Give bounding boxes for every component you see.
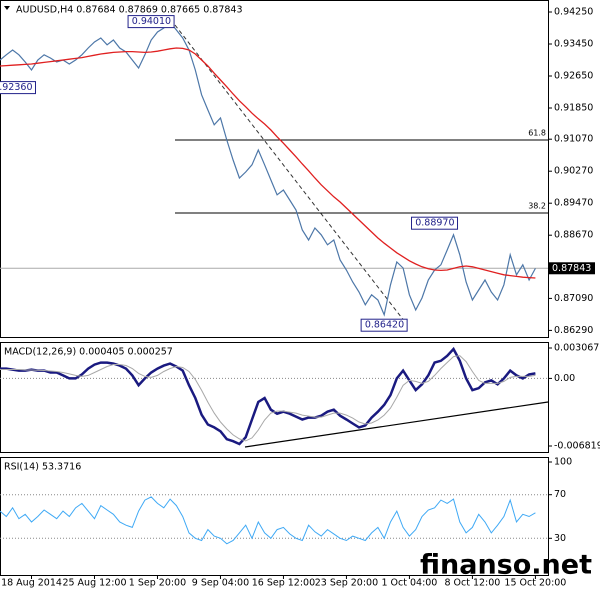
price-box-label: 0.92360: [0, 82, 32, 93]
y-tick-label: 70: [554, 489, 566, 500]
price-box: [411, 216, 459, 230]
x-tick-label: 16 Sep 12:00: [252, 578, 315, 589]
fibo-label: 61.8: [528, 129, 546, 138]
rsi-panel: [0, 457, 549, 576]
series-line: [0, 21, 536, 317]
x-tick-label: 1 Sep 20:00: [129, 578, 186, 589]
menu-arrow: [4, 6, 10, 10]
y-tick-label: 0.87090: [554, 293, 593, 304]
y-tick-label: 0.91850: [554, 103, 593, 114]
current-price-label: 0.87843: [552, 263, 591, 274]
x-tick-label: 25 Aug 12:00: [62, 578, 126, 589]
y-tick-label: 0.94250: [554, 7, 593, 18]
y-tick-label: 0.93450: [554, 39, 593, 50]
y-tick-label: 0.90270: [554, 166, 593, 177]
macd-trend-line: [244, 401, 549, 448]
series-line: [0, 47, 536, 279]
panel-title: RSI(14) 53.3716: [4, 462, 81, 473]
y-tick-label: 0.92650: [554, 71, 593, 82]
trend-line: [174, 24, 406, 323]
x-tick-label: 1 Oct 04:00: [381, 578, 437, 589]
x-tick-label: 15 Oct 20:00: [504, 578, 566, 589]
fibo-label: 38.2: [528, 202, 546, 211]
price-box-label: 0.88970: [415, 218, 454, 229]
price-box: [360, 318, 408, 332]
macd-panel: [0, 342, 549, 453]
price-box: [0, 81, 36, 95]
price-box-label: 0.86420: [365, 320, 404, 331]
series-line: [0, 346, 536, 446]
price-panel: [0, 0, 549, 338]
y-tick-label: 0.89470: [554, 198, 593, 209]
y-tick-label: 30: [554, 533, 566, 544]
price-box: [127, 15, 175, 29]
y-tick-label: -0.006819: [554, 441, 600, 452]
x-tick-label: 9 Sep 04:00: [192, 578, 249, 589]
panel-title: AUDUSD,H4 0.87684 0.87869 0.87665 0.8784…: [16, 5, 243, 16]
y-tick-label: 100: [554, 457, 572, 468]
y-tick-label: 0.88670: [554, 230, 593, 241]
price-box-label: 0.94010: [132, 16, 171, 27]
current-price-box: [549, 262, 595, 275]
x-tick-label: 23 Sep 20:00: [315, 578, 378, 589]
y-tick-label: 0.91070: [554, 134, 593, 145]
watermark: finanso.net: [420, 550, 592, 581]
series-line: [0, 496, 536, 545]
y-tick-label: 0.00: [554, 373, 575, 384]
x-tick-label: 8 Oct 12:00: [444, 578, 500, 589]
panel-title: MACD(12,26,9) 0.000405 0.000257: [4, 347, 173, 358]
x-tick-label: 18 Aug 2014: [1, 578, 62, 589]
y-tick-label: 0.86290: [554, 325, 593, 336]
y-tick-label: 0.003067: [554, 343, 599, 354]
series-line: [0, 355, 536, 442]
